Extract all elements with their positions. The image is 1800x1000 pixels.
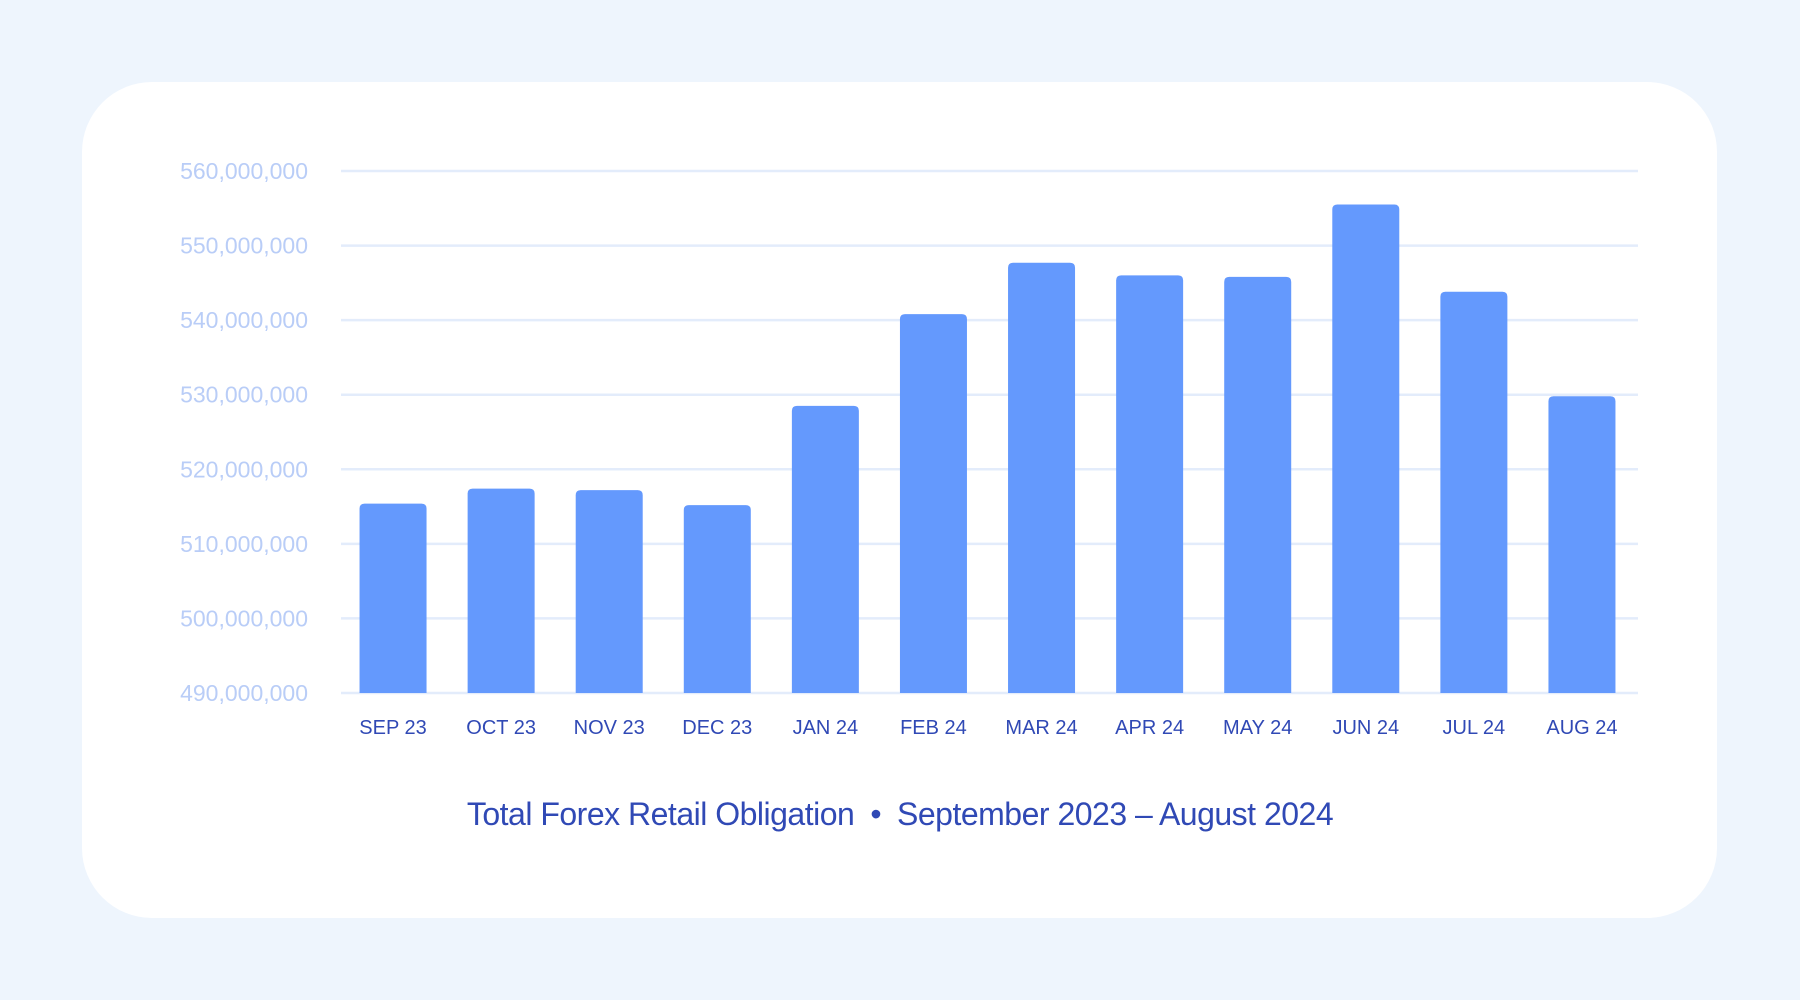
x-tick-label: DEC 23	[682, 717, 752, 739]
chart-title: Total Forex Retail Obligation	[466, 796, 855, 832]
y-tick-label: 540,000,000	[180, 307, 308, 333]
y-tick-label: 520,000,000	[180, 456, 308, 482]
bar	[467, 488, 535, 693]
chart-caption: Total Forex Retail Obligation • September …	[0, 796, 1800, 833]
bar	[683, 505, 751, 693]
bar	[1116, 275, 1184, 693]
x-tick-label: JAN 24	[793, 717, 859, 739]
x-tick-label: NOV 23	[574, 717, 645, 739]
bar	[1548, 396, 1616, 693]
bar	[575, 490, 643, 693]
x-tick-label: SEP 23	[359, 717, 426, 739]
x-tick-label: AUG 24	[1546, 717, 1617, 739]
x-tick-label: MAR 24	[1005, 717, 1077, 739]
bar	[359, 503, 427, 693]
x-tick-label: OCT 23	[466, 717, 536, 739]
bar	[1332, 204, 1400, 694]
caption-separator: •	[870, 796, 882, 832]
x-tick-label: JUL 24	[1443, 717, 1506, 739]
x-tick-label: JUN 24	[1332, 717, 1399, 739]
y-tick-label: 510,000,000	[180, 531, 308, 557]
y-tick-label: 530,000,000	[180, 382, 308, 408]
bar	[791, 405, 859, 693]
x-tick-label: MAY 24	[1223, 717, 1292, 739]
bar	[1224, 276, 1292, 693]
chart-subtitle: September 2023 – August 2024	[897, 796, 1334, 832]
y-tick-label: 550,000,000	[180, 233, 308, 259]
y-tick-label: 490,000,000	[180, 680, 308, 706]
y-tick-label: 500,000,000	[180, 605, 308, 631]
x-tick-label: APR 24	[1115, 717, 1184, 739]
bar	[899, 314, 967, 693]
bar	[1440, 291, 1508, 693]
x-tick-label: FEB 24	[900, 717, 967, 739]
y-tick-label: 560,000,000	[180, 158, 308, 184]
bar	[1008, 262, 1076, 693]
